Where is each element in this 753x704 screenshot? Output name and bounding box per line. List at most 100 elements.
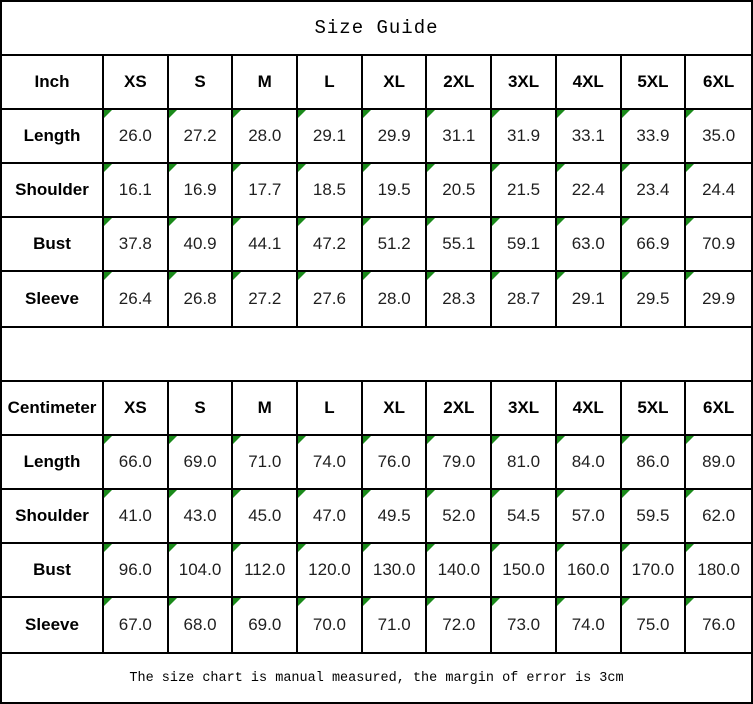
value-cell: 44.1 [233,218,299,272]
value-cell: 68.0 [168,598,234,652]
footer-note: The size chart is manual measured, the m… [129,670,624,686]
cell-value: 18.5 [312,180,346,199]
value-cell: 76.0 [362,436,428,490]
green-corner-marker-icon [621,544,630,552]
value-cell: 27.6 [298,272,363,326]
col-header-l: L [298,382,363,436]
green-corner-marker-icon [621,218,630,226]
cell-value: 69.0 [248,615,282,634]
value-cell: 62.0 [686,490,751,544]
value-cell: 29.9 [686,272,751,326]
unit-header-inch: Inch [2,56,104,110]
green-corner-marker-icon [686,598,695,606]
green-corner-marker-icon [427,490,436,498]
green-corner-marker-icon [621,272,630,280]
cell-value: 33.9 [636,126,670,145]
header-label: 6XL [703,72,735,91]
cell-value: 28.7 [506,289,541,308]
header-label: 3XL [507,398,540,417]
cell-value: 59.1 [506,234,541,253]
value-cell: 70.9 [686,218,751,272]
green-corner-marker-icon [492,164,501,172]
value-cell: 28.3 [427,272,493,326]
cell-value: 16.9 [183,180,217,199]
value-cell: 29.1 [298,110,363,164]
cell-value: 180.0 [697,560,740,579]
value-cell: 16.1 [104,164,169,218]
value-cell: 66.0 [104,436,169,490]
cell-value: 29.1 [312,126,346,145]
cell-value: 40.9 [183,234,217,253]
cell-value: 130.0 [372,560,416,579]
green-corner-marker-icon [104,164,112,172]
cell-value: 26.0 [118,126,152,145]
green-corner-marker-icon [104,490,112,498]
cell-value: 27.2 [248,289,282,308]
green-corner-marker-icon [104,218,112,226]
cell-value: 29.5 [636,289,670,308]
value-cell: 55.1 [427,218,493,272]
cell-value: 23.4 [636,180,670,199]
col-header-5xl: 5XL [621,382,687,436]
value-cell: 17.7 [233,164,299,218]
value-cell: 51.2 [362,218,428,272]
green-corner-marker-icon [298,164,307,172]
header-label: L [324,398,335,417]
cell-value: 57.0 [571,506,605,525]
value-cell: 28.7 [492,272,557,326]
green-corner-marker-icon [556,218,565,226]
row-label-shoulder: Shoulder [2,490,104,544]
value-cell: 112.0 [233,544,299,598]
green-corner-marker-icon [621,164,630,172]
green-corner-marker-icon [427,164,436,172]
col-header-xl: XL [362,56,428,110]
cell-value: 29.9 [377,126,411,145]
cell-value: 45.0 [248,506,282,525]
green-corner-marker-icon [492,490,501,498]
cell-value: 79.0 [442,452,476,471]
green-corner-marker-icon [104,544,112,552]
cell-value: 27.6 [312,289,346,308]
value-cell: 31.1 [427,110,493,164]
value-cell: 96.0 [104,544,169,598]
green-corner-marker-icon [427,272,436,280]
green-corner-marker-icon [298,110,307,118]
green-corner-marker-icon [104,436,112,444]
cell-value: 20.5 [442,180,476,199]
green-corner-marker-icon [362,436,371,444]
value-cell: 66.9 [621,218,687,272]
value-cell: 20.5 [427,164,493,218]
green-corner-marker-icon [298,490,307,498]
green-corner-marker-icon [362,272,371,280]
value-cell: 47.0 [298,490,363,544]
col-header-4xl: 4XL [556,56,622,110]
size-table-inch: Inch XS S M L XL 2XL 3XL 4XL 5XL 6XL Length 26.0 27.2… [2,56,751,328]
value-cell: 59.1 [492,218,557,272]
green-corner-marker-icon [298,544,307,552]
row-label-length: Length [2,436,104,490]
green-corner-marker-icon [233,544,242,552]
cell-value: 120.0 [308,560,351,579]
row-label-bust: Bust [2,218,104,272]
col-header-xs: XS [104,382,169,436]
green-corner-marker-icon [168,490,177,498]
cell-value: 59.5 [636,506,670,525]
cell-value: 31.1 [442,126,476,145]
green-corner-marker-icon [427,598,436,606]
value-cell: 86.0 [621,436,687,490]
value-cell: 160.0 [556,544,622,598]
value-cell: 21.5 [492,164,557,218]
value-cell: 27.2 [168,110,234,164]
value-cell: 104.0 [168,544,234,598]
value-cell: 27.2 [233,272,299,326]
green-corner-marker-icon [492,598,501,606]
row-label-sleeve: Sleeve [2,598,104,652]
cell-value: 54.5 [506,506,541,525]
header-label: Length [23,126,81,145]
value-cell: 45.0 [233,490,299,544]
col-header-2xl: 2XL [427,382,493,436]
cell-value: 35.0 [702,126,736,145]
green-corner-marker-icon [686,490,695,498]
value-cell: 54.5 [492,490,557,544]
green-corner-marker-icon [492,218,501,226]
